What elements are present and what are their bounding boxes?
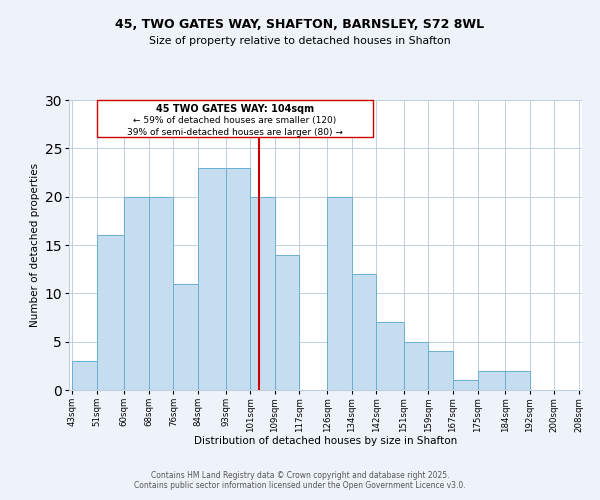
Text: Contains HM Land Registry data © Crown copyright and database right 2025.: Contains HM Land Registry data © Crown c…: [151, 471, 449, 480]
Y-axis label: Number of detached properties: Number of detached properties: [30, 163, 40, 327]
Bar: [428, 352, 453, 390]
Text: 45 TWO GATES WAY: 104sqm: 45 TWO GATES WAY: 104sqm: [156, 104, 314, 115]
Bar: [404, 342, 428, 390]
Bar: [226, 168, 250, 390]
Text: 39% of semi-detached houses are larger (80) →: 39% of semi-detached houses are larger (…: [127, 128, 343, 136]
Bar: [250, 196, 275, 390]
Bar: [327, 196, 352, 390]
Bar: [275, 254, 299, 390]
Bar: [198, 168, 226, 390]
Text: Size of property relative to detached houses in Shafton: Size of property relative to detached ho…: [149, 36, 451, 46]
Text: ← 59% of detached houses are smaller (120): ← 59% of detached houses are smaller (12…: [133, 116, 337, 125]
Bar: [124, 196, 149, 390]
Bar: [72, 361, 97, 390]
Bar: [453, 380, 478, 390]
Bar: [149, 196, 173, 390]
Text: Contains public sector information licensed under the Open Government Licence v3: Contains public sector information licen…: [134, 481, 466, 490]
Bar: [97, 236, 124, 390]
Bar: [478, 370, 505, 390]
Text: 45, TWO GATES WAY, SHAFTON, BARNSLEY, S72 8WL: 45, TWO GATES WAY, SHAFTON, BARNSLEY, S7…: [115, 18, 485, 30]
FancyBboxPatch shape: [97, 100, 373, 136]
Bar: [505, 370, 530, 390]
Bar: [376, 322, 404, 390]
Bar: [352, 274, 376, 390]
X-axis label: Distribution of detached houses by size in Shafton: Distribution of detached houses by size …: [194, 436, 457, 446]
Bar: [173, 284, 198, 390]
